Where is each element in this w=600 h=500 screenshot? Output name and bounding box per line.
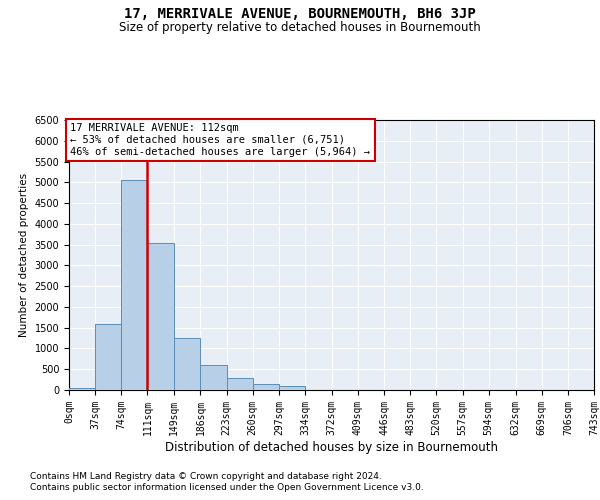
Bar: [148, 242, 173, 390]
Text: Contains public sector information licensed under the Open Government Licence v3: Contains public sector information licen…: [30, 484, 424, 492]
X-axis label: Distribution of detached houses by size in Bournemouth: Distribution of detached houses by size …: [165, 440, 498, 454]
Text: Contains HM Land Registry data © Crown copyright and database right 2024.: Contains HM Land Registry data © Crown c…: [30, 472, 382, 481]
Bar: [95, 324, 121, 390]
Bar: [121, 180, 148, 390]
Bar: [253, 384, 279, 390]
Y-axis label: Number of detached properties: Number of detached properties: [19, 173, 29, 337]
Bar: [69, 388, 95, 390]
Bar: [174, 338, 200, 390]
Text: Size of property relative to detached houses in Bournemouth: Size of property relative to detached ho…: [119, 21, 481, 34]
Text: 17 MERRIVALE AVENUE: 112sqm
← 53% of detached houses are smaller (6,751)
46% of : 17 MERRIVALE AVENUE: 112sqm ← 53% of det…: [70, 124, 370, 156]
Bar: [200, 365, 227, 390]
Bar: [227, 378, 253, 390]
Text: 17, MERRIVALE AVENUE, BOURNEMOUTH, BH6 3JP: 17, MERRIVALE AVENUE, BOURNEMOUTH, BH6 3…: [124, 8, 476, 22]
Bar: [279, 386, 305, 390]
